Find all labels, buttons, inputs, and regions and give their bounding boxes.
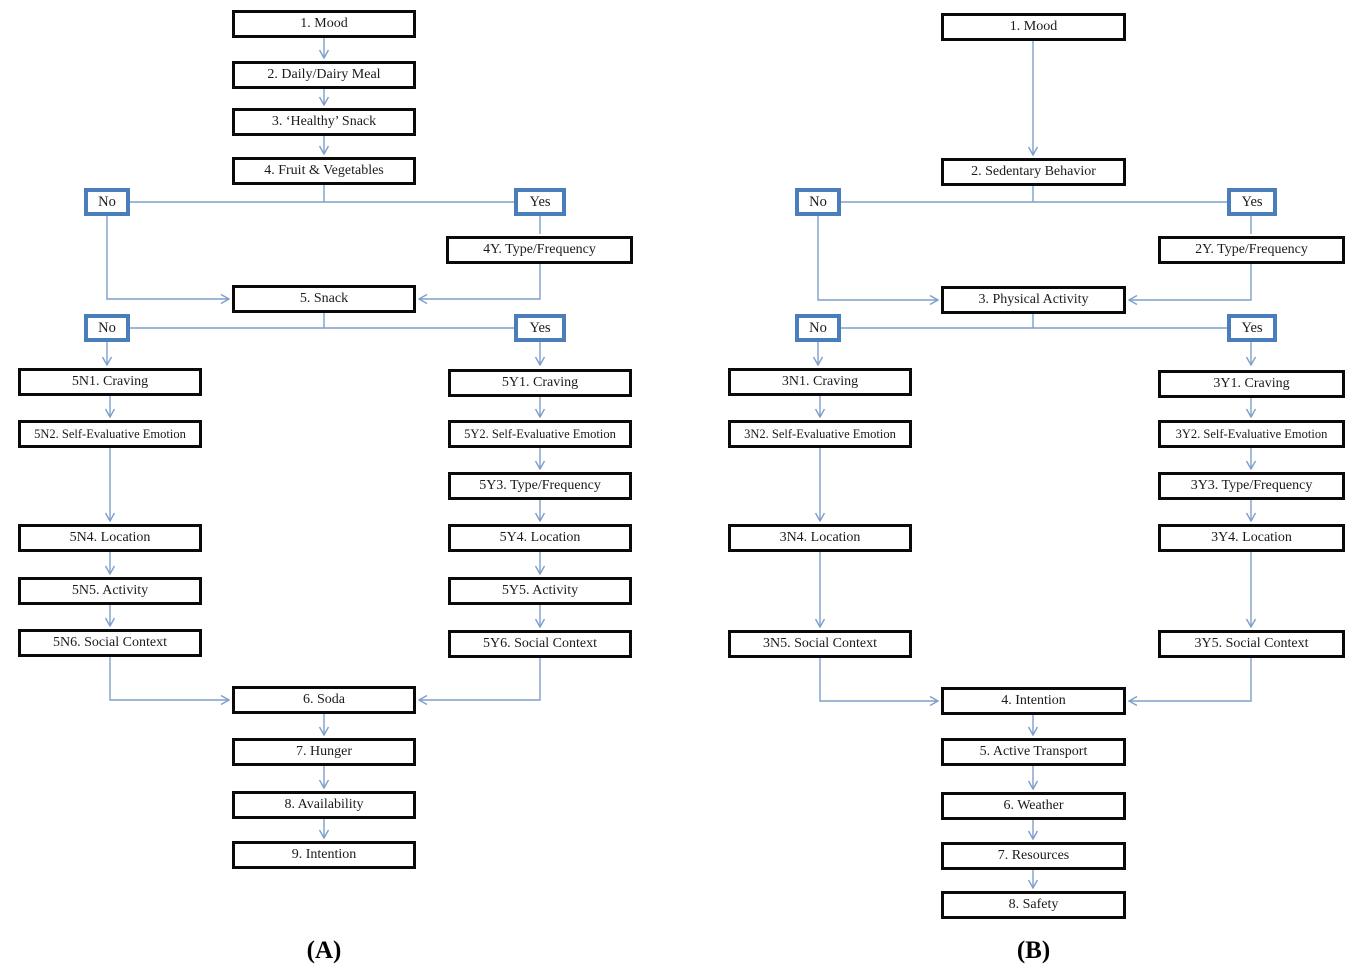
node-b-2y-type-frequency: 2Y. Type/Frequency <box>1158 236 1345 264</box>
node-b-weather: 6. Weather <box>941 792 1126 820</box>
node-a-5y5-activity: 5Y5. Activity <box>448 577 632 605</box>
node-b-3y2-emotion: 3Y2. Self-Evaluative Emotion <box>1158 420 1345 448</box>
node-b-3n2-emotion: 3N2. Self-Evaluative Emotion <box>728 420 912 448</box>
connector-b-branch1 <box>841 186 1227 203</box>
panel-a-label: (A) <box>306 937 342 964</box>
node-a-soda: 6. Soda <box>232 686 416 714</box>
connector-b-branch2 <box>841 314 1227 329</box>
node-a-daily-meal: 2. Daily/Dairy Meal <box>232 61 416 89</box>
node-b-3y4-location: 3Y4. Location <box>1158 524 1345 552</box>
node-a-mood: 1. Mood <box>232 10 416 38</box>
node-b-3n4-location: 3N4. Location <box>728 524 912 552</box>
node-b-yes-1: Yes <box>1227 188 1277 216</box>
node-a-5y3-type-frequency: 5Y3. Type/Frequency <box>448 472 632 500</box>
node-a-yes-1: Yes <box>514 188 566 216</box>
connector-a-5n6-soda <box>109 657 229 700</box>
node-a-fruit-veg: 4. Fruit & Vegetables <box>232 157 416 185</box>
node-a-5y4-location: 5Y4. Location <box>448 524 632 552</box>
node-b-yes-2: Yes <box>1227 314 1277 342</box>
panel-b-label: (B) <box>1016 937 1051 964</box>
connector-b-3y5-intention <box>1129 658 1252 701</box>
node-b-3y5-social: 3Y5. Social Context <box>1158 630 1345 658</box>
node-b-3y1-craving: 3Y1. Craving <box>1158 370 1345 398</box>
node-a-5n5-activity: 5N5. Activity <box>18 577 202 605</box>
node-a-4y-type-frequency: 4Y. Type/Frequency <box>446 236 633 264</box>
node-a-5n6-social: 5N6. Social Context <box>18 629 202 657</box>
connector-b-2y-to-pa <box>1129 264 1252 300</box>
node-a-healthy-snack: 3. ‘Healthy’ Snack <box>232 108 416 136</box>
connector-a-branch2 <box>130 313 514 329</box>
node-a-no-1: No <box>84 188 130 216</box>
node-b-intention: 4. Intention <box>941 687 1126 715</box>
node-a-5y1-craving: 5Y1. Craving <box>448 369 632 397</box>
node-b-3y3-type-frequency: 3Y3. Type/Frequency <box>1158 472 1345 500</box>
connector-b-no1-to-pa <box>817 216 938 300</box>
node-a-yes-2: Yes <box>514 314 566 342</box>
node-b-active-transport: 5. Active Transport <box>941 738 1126 766</box>
connector-a-no1-to-snack5 <box>106 216 229 299</box>
node-b-no-1: No <box>795 188 841 216</box>
node-a-intention: 9. Intention <box>232 841 416 869</box>
node-a-5n1-craving: 5N1. Craving <box>18 368 202 396</box>
node-b-mood: 1. Mood <box>941 13 1126 41</box>
node-b-resources: 7. Resources <box>941 842 1126 870</box>
node-b-3n5-social: 3N5. Social Context <box>728 630 912 658</box>
node-a-hunger: 7. Hunger <box>232 738 416 766</box>
node-b-3n1-craving: 3N1. Craving <box>728 368 912 396</box>
node-a-no-2: No <box>84 314 130 342</box>
node-a-5y6-social: 5Y6. Social Context <box>448 630 632 658</box>
node-a-availability: 8. Availability <box>232 791 416 819</box>
node-b-safety: 8. Safety <box>941 891 1126 919</box>
connector-b-3n5-intention <box>819 658 938 701</box>
node-b-sedentary: 2. Sedentary Behavior <box>941 158 1126 186</box>
node-a-5y2-emotion: 5Y2. Self-Evaluative Emotion <box>448 420 632 448</box>
node-b-physical-activity: 3. Physical Activity <box>941 286 1126 314</box>
node-b-no-2: No <box>795 314 841 342</box>
connector-a-5y6-soda <box>419 658 541 700</box>
connector-a-branch1 <box>130 185 514 203</box>
node-a-5n2-emotion: 5N2. Self-Evaluative Emotion <box>18 420 202 448</box>
node-a-snack-5: 5. Snack <box>232 285 416 313</box>
connector-a-4y-to-snack5 <box>419 264 541 299</box>
node-a-5n4-location: 5N4. Location <box>18 524 202 552</box>
